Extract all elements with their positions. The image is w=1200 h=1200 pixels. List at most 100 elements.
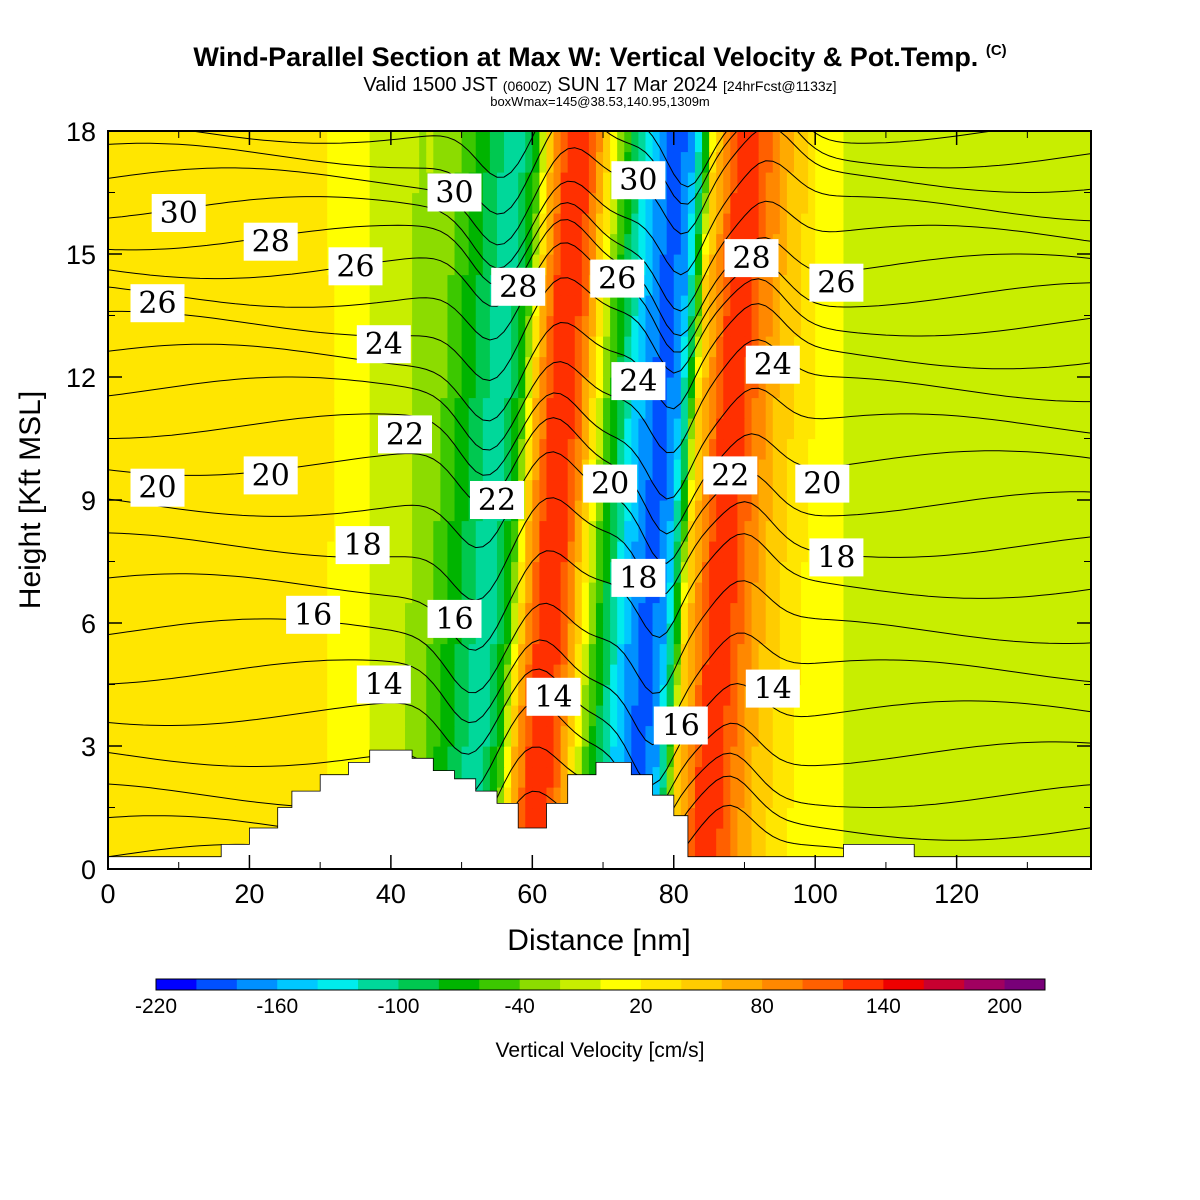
velocity-cell [178, 336, 187, 358]
velocity-cell [631, 418, 639, 440]
velocity-cell [553, 541, 562, 563]
velocity-cell [765, 295, 774, 317]
velocity-cell [617, 643, 625, 665]
velocity-cell [970, 787, 979, 809]
velocity-cell [808, 807, 816, 829]
velocity-cell [334, 664, 342, 686]
velocity-cell [221, 295, 229, 317]
velocity-cell [864, 561, 873, 583]
velocity-cell [355, 623, 364, 645]
velocity-cell [157, 500, 166, 522]
velocity-cell [511, 602, 519, 624]
velocity-cell [1048, 746, 1057, 768]
velocity-cell [242, 151, 251, 173]
velocity-cell [1062, 664, 1071, 686]
velocity-cell [878, 725, 887, 747]
velocity-cell [539, 131, 548, 153]
velocity-cell [673, 377, 682, 399]
velocity-cell [914, 295, 922, 317]
velocity-cell [687, 192, 696, 214]
velocity-cell [419, 623, 427, 645]
velocity-cell [518, 213, 526, 235]
velocity-cell [1034, 295, 1043, 317]
velocity-cell [150, 377, 159, 399]
velocity-cell [489, 377, 498, 399]
velocity-cell [786, 766, 795, 788]
velocity-cell [779, 397, 788, 419]
velocity-cell [560, 213, 569, 235]
velocity-cell [659, 274, 668, 296]
velocity-cell [306, 643, 314, 665]
velocity-cell [454, 725, 463, 747]
velocity-cell [730, 213, 738, 235]
velocity-cell [539, 746, 548, 768]
velocity-cell [214, 459, 222, 481]
velocity-cell [242, 377, 251, 399]
velocity-cell [610, 664, 618, 686]
velocity-cell [284, 643, 293, 665]
velocity-cell [673, 643, 682, 665]
velocity-cell [716, 377, 724, 399]
velocity-cell [249, 418, 258, 440]
velocity-cell [1083, 746, 1091, 768]
velocity-cell [1041, 479, 1050, 501]
velocity-cell [1069, 561, 1078, 583]
velocity-cell [864, 315, 873, 337]
velocity-cell [539, 172, 548, 194]
velocity-cell [433, 315, 441, 337]
velocity-cell [235, 377, 243, 399]
velocity-cell [970, 274, 979, 296]
velocity-cell [659, 254, 668, 276]
velocity-cell [808, 787, 816, 809]
velocity-cell [376, 192, 385, 214]
velocity-cell [171, 336, 180, 358]
velocity-cell [907, 500, 915, 522]
velocity-cell [680, 479, 689, 501]
velocity-cell [405, 623, 413, 645]
velocity-cell [553, 623, 562, 645]
velocity-cell [808, 705, 816, 727]
velocity-cell [221, 602, 229, 624]
velocity-cell [928, 172, 937, 194]
velocity-cell [313, 213, 321, 235]
velocity-cell [991, 192, 1000, 214]
velocity-cell [553, 213, 562, 235]
velocity-cell [376, 500, 385, 522]
velocity-cell [199, 520, 208, 542]
velocity-cell [313, 233, 321, 255]
velocity-cell [553, 356, 562, 378]
velocity-cell [546, 643, 555, 665]
velocity-cell [306, 356, 314, 378]
velocity-cell [461, 377, 470, 399]
velocity-cell [638, 520, 647, 542]
velocity-cell [214, 541, 222, 563]
velocity-cell [999, 623, 1007, 645]
velocity-cell [454, 541, 463, 563]
velocity-cell [1083, 397, 1091, 419]
velocity-cell [348, 623, 357, 645]
velocity-cell [327, 377, 335, 399]
velocity-cell [864, 541, 873, 563]
velocity-cell [737, 131, 746, 153]
velocity-cell [801, 151, 809, 173]
velocity-cell [115, 397, 123, 419]
velocity-cell [808, 643, 816, 665]
velocity-cell [659, 459, 668, 481]
velocity-cell [864, 274, 873, 296]
velocity-cell [306, 213, 314, 235]
velocity-cell [702, 746, 710, 768]
velocity-cell [850, 828, 859, 850]
velocity-cell [956, 746, 965, 768]
velocity-cell [878, 766, 887, 788]
velocity-cell [1034, 336, 1043, 358]
velocity-cell [327, 664, 335, 686]
velocity-cell [553, 315, 562, 337]
velocity-cell [433, 500, 441, 522]
velocity-cell [970, 336, 979, 358]
velocity-cell [928, 828, 937, 850]
velocity-cell [334, 438, 342, 460]
velocity-cell [433, 541, 441, 563]
velocity-cell [885, 500, 894, 522]
velocity-cell [999, 213, 1007, 235]
velocity-cell [164, 336, 173, 358]
